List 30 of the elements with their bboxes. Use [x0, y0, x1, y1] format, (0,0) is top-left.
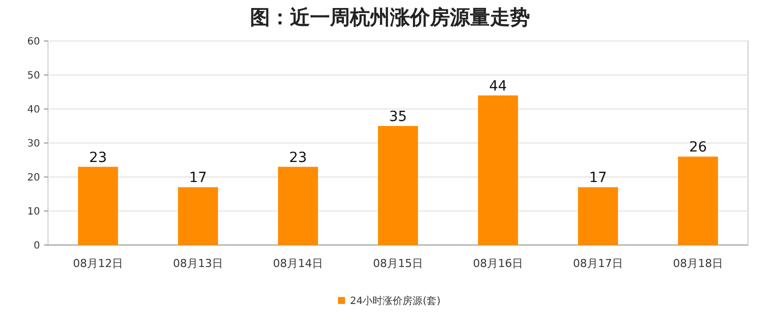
y-tick-label: 30	[27, 138, 40, 150]
bar	[178, 187, 218, 245]
y-tick-label: 0	[34, 240, 40, 252]
bar	[678, 156, 718, 245]
y-tick-label: 10	[27, 206, 40, 218]
data-label: 17	[589, 170, 607, 186]
chart-title: 图：近一周杭州涨价房源量走势	[250, 5, 530, 29]
data-label: 23	[89, 150, 107, 166]
bar	[278, 166, 318, 245]
legend-label: 24小时涨价房源(套)	[350, 295, 441, 307]
y-tick-label: 40	[27, 104, 40, 116]
x-tick-label: 08月14日	[273, 257, 323, 270]
bar	[78, 166, 118, 245]
y-tick-label: 60	[27, 36, 40, 48]
x-tick-label: 08月12日	[73, 257, 123, 270]
data-label: 23	[289, 150, 307, 166]
data-label: 26	[689, 140, 707, 156]
x-tick-label: 08月18日	[673, 257, 723, 270]
x-tick-label: 08月16日	[473, 257, 523, 270]
bar	[378, 126, 418, 245]
data-label: 35	[389, 109, 407, 125]
x-tick-label: 08月17日	[573, 257, 623, 270]
bar	[478, 95, 518, 245]
x-tick-label: 08月13日	[173, 257, 223, 270]
bar	[578, 187, 618, 245]
y-tick-label: 20	[27, 172, 40, 184]
data-label: 17	[189, 170, 207, 186]
data-label: 44	[489, 78, 507, 94]
x-tick-label: 08月15日	[373, 257, 423, 270]
y-tick-label: 50	[27, 70, 40, 82]
